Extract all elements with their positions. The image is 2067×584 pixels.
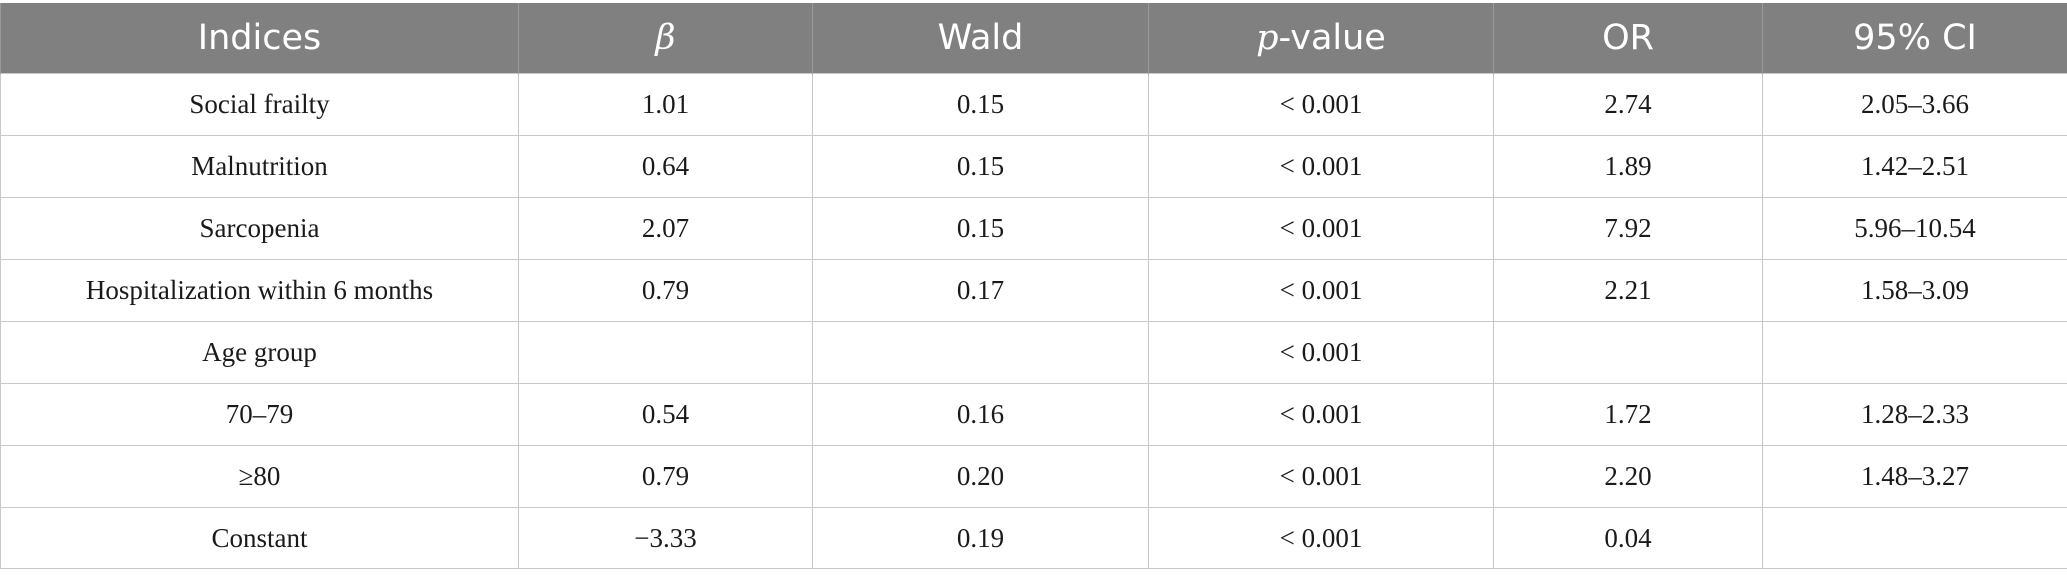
regression-table: Indices β Wald p-value OR 95% CI Social … (0, 3, 2067, 569)
cell-p-value: < 0.001 (1148, 321, 1494, 384)
cell-beta: 0.79 (518, 445, 813, 508)
cell-p-value: < 0.001 (1148, 135, 1494, 198)
cell-ci: 1.42–2.51 (1762, 135, 2067, 198)
cell-ci: 1.58–3.09 (1762, 259, 2067, 322)
cell-ci (1762, 507, 2067, 569)
cell-or: 0.04 (1493, 507, 1763, 569)
cell-p-value: < 0.001 (1148, 383, 1494, 446)
cell-p-value: < 0.001 (1148, 507, 1494, 569)
cell-beta (518, 321, 813, 384)
cell-index: Social frailty (0, 73, 519, 136)
cell-ci: 5.96–10.54 (1762, 197, 2067, 260)
table-row: Sarcopenia 2.07 0.15 < 0.001 7.92 5.96–1… (0, 197, 2067, 260)
cell-index: Malnutrition (0, 135, 519, 198)
table-row: Constant −3.33 0.19 < 0.001 0.04 (0, 507, 2067, 569)
cell-wald: 0.20 (812, 445, 1149, 508)
cell-ci: 1.28–2.33 (1762, 383, 2067, 446)
regression-table-container: Indices β Wald p-value OR 95% CI Social … (0, 3, 2067, 569)
cell-ci (1762, 321, 2067, 384)
cell-beta: 1.01 (518, 73, 813, 136)
table-header-row: Indices β Wald p-value OR 95% CI (0, 3, 2067, 74)
cell-p-value: < 0.001 (1148, 445, 1494, 508)
table-row: 70–79 0.54 0.16 < 0.001 1.72 1.28–2.33 (0, 383, 2067, 446)
table-row: ≥80 0.79 0.20 < 0.001 2.20 1.48–3.27 (0, 445, 2067, 508)
header-or: OR (1493, 3, 1763, 74)
cell-beta: 0.79 (518, 259, 813, 322)
cell-wald: 0.19 (812, 507, 1149, 569)
header-p-value: p-value (1148, 3, 1494, 74)
cell-wald: 0.17 (812, 259, 1149, 322)
cell-index: Constant (0, 507, 519, 569)
cell-or: 2.74 (1493, 73, 1763, 136)
cell-wald: 0.15 (812, 135, 1149, 198)
table-row: Social frailty 1.01 0.15 < 0.001 2.74 2.… (0, 73, 2067, 136)
cell-or: 2.20 (1493, 445, 1763, 508)
header-95-ci: 95% CI (1762, 3, 2067, 74)
cell-or: 1.89 (1493, 135, 1763, 198)
cell-ci: 2.05–3.66 (1762, 73, 2067, 136)
cell-or: 7.92 (1493, 197, 1763, 260)
cell-wald: 0.15 (812, 73, 1149, 136)
header-beta: β (518, 3, 813, 74)
cell-or: 2.21 (1493, 259, 1763, 322)
cell-or (1493, 321, 1763, 384)
cell-index: 70–79 (0, 383, 519, 446)
cell-index: Sarcopenia (0, 197, 519, 260)
cell-wald: 0.15 (812, 197, 1149, 260)
cell-index: Age group (0, 321, 519, 384)
cell-beta: −3.33 (518, 507, 813, 569)
cell-p-value: < 0.001 (1148, 259, 1494, 322)
cell-wald: 0.16 (812, 383, 1149, 446)
cell-p-value: < 0.001 (1148, 197, 1494, 260)
header-wald: Wald (812, 3, 1149, 74)
table-row: Age group < 0.001 (0, 321, 2067, 384)
header-indices: Indices (0, 3, 519, 74)
cell-ci: 1.48–3.27 (1762, 445, 2067, 508)
cell-index: ≥80 (0, 445, 519, 508)
cell-index: Hospitalization within 6 months (0, 259, 519, 322)
cell-wald (812, 321, 1149, 384)
cell-or: 1.72 (1493, 383, 1763, 446)
table-row: Malnutrition 0.64 0.15 < 0.001 1.89 1.42… (0, 135, 2067, 198)
cell-beta: 0.64 (518, 135, 813, 198)
cell-beta: 2.07 (518, 197, 813, 260)
cell-p-value: < 0.001 (1148, 73, 1494, 136)
cell-beta: 0.54 (518, 383, 813, 446)
table-row: Hospitalization within 6 months 0.79 0.1… (0, 259, 2067, 322)
